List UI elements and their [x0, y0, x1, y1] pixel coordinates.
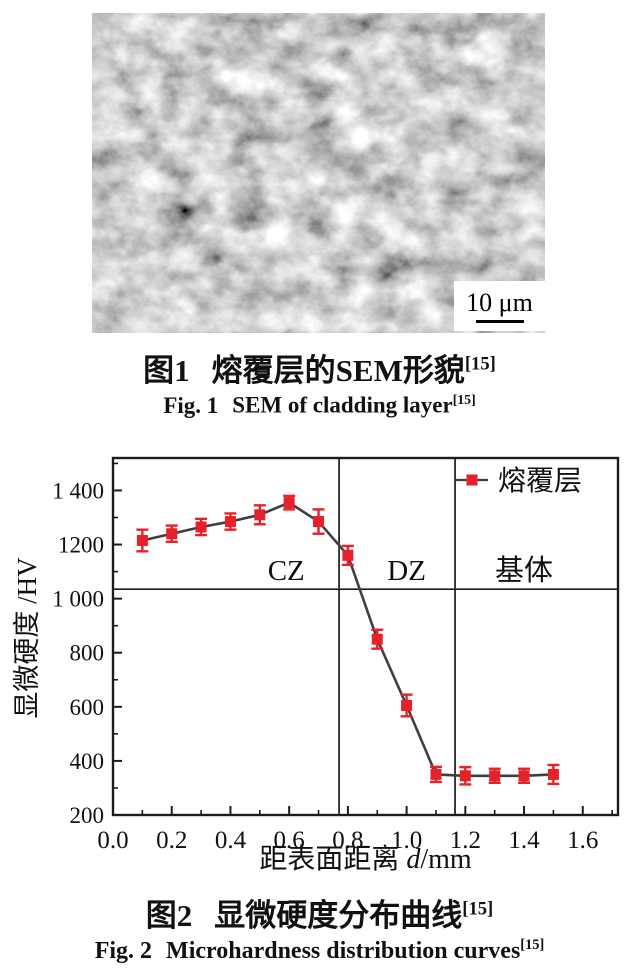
- figure2-number-en: Fig. 2: [94, 938, 153, 964]
- y-tick-label: 200: [70, 803, 105, 828]
- data-point-marker: [136, 534, 148, 546]
- x-axis-title-post: /mm: [420, 844, 472, 875]
- data-point-marker: [518, 770, 530, 782]
- figure2-ref-zh: [15]: [462, 898, 494, 920]
- x-axis-title-var: d: [406, 844, 421, 875]
- x-tick-label: 0.8: [332, 827, 363, 854]
- x-tick-label: 1.4: [508, 827, 540, 854]
- figure2-title-zh: 显微硬度分布曲线: [214, 898, 463, 933]
- figure1-title-zh: 熔覆层的SEM形貌: [211, 353, 465, 388]
- figure2-caption-en: Fig. 2 Microhardness distribution curves[…: [0, 937, 639, 965]
- scale-bar-label: 10 μm: [466, 287, 533, 317]
- x-tick-label: 1.0: [391, 827, 422, 854]
- data-point-marker: [401, 699, 413, 711]
- scale-bar-line: [475, 319, 524, 323]
- figure1-ref-zh: [15]: [464, 353, 496, 375]
- figure2-number-zh: 图2: [145, 898, 193, 933]
- x-tick-label: 0.2: [156, 827, 187, 854]
- scale-bar-box: 10 μm: [454, 281, 545, 331]
- series-line: [142, 501, 554, 778]
- data-point-marker: [283, 497, 295, 509]
- microhardness-chart-svg: 0.0 0.2 0.4 0.6 0.8 1.0 1.2 1.4 1.6 200 400 600 800 1…: [12, 456, 620, 875]
- figure1-number-en: Fig. 1: [163, 392, 219, 418]
- x-axis-title: 距表面距离 d/mm: [259, 843, 472, 875]
- data-point-marker: [313, 516, 325, 528]
- data-point-marker: [459, 770, 471, 782]
- y-tick-label: 400: [70, 749, 105, 774]
- figure2-title-en: Microhardness distribution curves: [166, 938, 521, 964]
- data-point-marker: [195, 521, 207, 533]
- zone-label: CZ: [268, 555, 305, 587]
- data-point-marker: [342, 549, 354, 561]
- data-point-marker: [371, 633, 383, 645]
- data-point-marker: [489, 770, 501, 782]
- figure1-caption-en: Fig. 1 SEM of cladding layer[15]: [0, 392, 639, 419]
- y-tick-label: 1200: [58, 533, 104, 558]
- sem-texture: [92, 13, 545, 333]
- data-point-marker: [166, 528, 178, 540]
- figure2-caption-zh: 图2 显微硬度分布曲线[15]: [0, 890, 639, 935]
- figure1-title-en: SEM of cladding layer: [232, 392, 453, 418]
- legend-label: 熔覆层: [498, 465, 582, 497]
- zone-label: DZ: [387, 555, 426, 587]
- figure2-ref-en: [15]: [520, 937, 545, 953]
- x-tick-label: 0.6: [274, 827, 305, 854]
- y-tick-label: 800: [70, 641, 105, 666]
- data-point-marker: [547, 768, 559, 780]
- x-axis-title-pre: 距表面距离: [259, 843, 406, 875]
- x-tick-label: 1.2: [450, 827, 481, 854]
- x-tick-label: 1.6: [567, 827, 598, 854]
- data-point-marker: [224, 516, 236, 528]
- sem-micrograph-figure1: 10 μm: [92, 13, 545, 333]
- y-tick-label: 1 000: [52, 587, 104, 612]
- data-point-marker: [254, 509, 266, 521]
- data-point-marker: [430, 768, 442, 780]
- chart-frame: [111, 456, 620, 817]
- y-tick-label: 1 400: [52, 478, 104, 503]
- y-axis-title: 显微硬度 /HV: [12, 557, 42, 719]
- y-tick-label: 600: [70, 695, 105, 720]
- zone-label: 基体: [495, 554, 553, 587]
- legend-marker: [466, 474, 478, 486]
- x-tick-label: 0.4: [215, 827, 247, 854]
- figure1-number-zh: 图1: [143, 353, 190, 388]
- microhardness-chart-figure2: 0.0 0.2 0.4 0.6 0.8 1.0 1.2 1.4 1.6 200 400 600 800 1…: [0, 438, 639, 888]
- figure1-ref-en: [15]: [452, 392, 476, 407]
- x-tick-label: 0.0: [97, 827, 128, 854]
- figure1-caption-zh: 图1 熔覆层的SEM形貌[15]: [0, 345, 639, 390]
